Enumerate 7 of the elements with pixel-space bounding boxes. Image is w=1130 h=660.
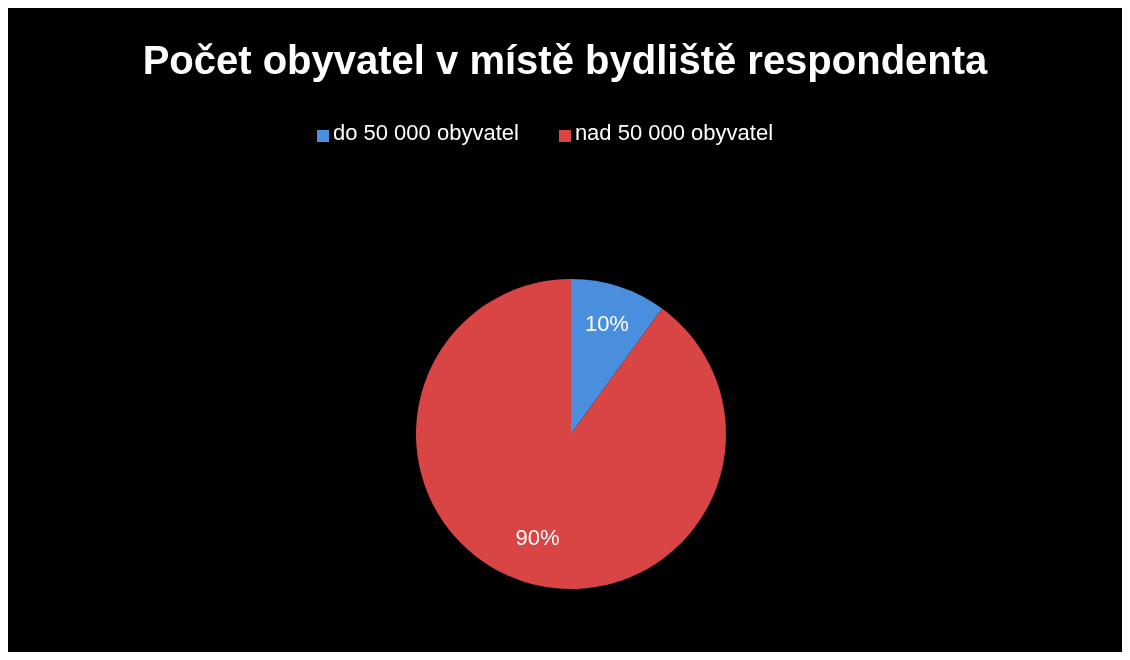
chart-title: Počet obyvatel v místě bydliště respondenta	[141, 38, 989, 83]
data-label: 90%	[515, 524, 560, 550]
legend-label: do 50 000 obyvatel	[332, 120, 519, 145]
pie-slice	[571, 279, 663, 434]
data-label: 10%	[584, 310, 629, 336]
legend-label: nad 50 000 obyvatel	[574, 120, 774, 145]
pie-slice	[416, 279, 726, 589]
